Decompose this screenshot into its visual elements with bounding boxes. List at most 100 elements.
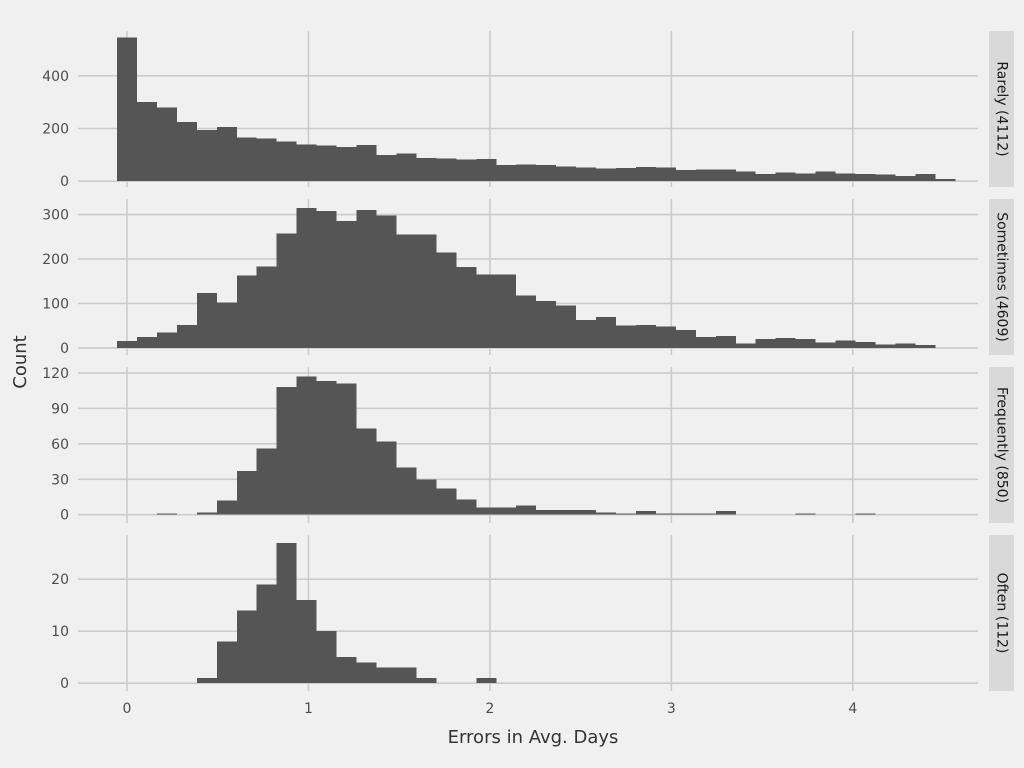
- histogram-bar: [216, 302, 237, 348]
- histogram-bar: [456, 499, 477, 515]
- histogram-bar: [556, 166, 577, 182]
- histogram-bar: [256, 448, 277, 515]
- histogram-bar: [176, 121, 197, 182]
- y-tick-label: 10: [51, 624, 69, 640]
- histogram-bar: [356, 428, 377, 515]
- histogram-bar: [715, 511, 736, 515]
- histogram-bar: [496, 507, 517, 515]
- histogram-bar: [616, 325, 636, 348]
- histogram-bar: [815, 171, 836, 182]
- histogram-bar: [635, 167, 656, 182]
- histogram-bar: [216, 500, 237, 515]
- histogram-bar: [256, 584, 277, 684]
- histogram-bar: [336, 146, 357, 182]
- histogram-bar: [775, 338, 796, 348]
- histogram-bar: [536, 164, 557, 182]
- histogram-bar: [117, 37, 137, 182]
- histogram-bar: [675, 170, 696, 182]
- histogram-bar: [356, 210, 377, 348]
- facet-strip: [989, 31, 1014, 187]
- histogram-bar: [476, 507, 497, 515]
- histogram-bar: [635, 324, 656, 348]
- histogram-bar: [795, 339, 816, 348]
- histogram-bar: [296, 376, 317, 515]
- histogram-bar: [695, 336, 716, 348]
- histogram-bar: [556, 305, 577, 348]
- histogram-bar: [236, 137, 257, 182]
- histogram-bar: [216, 641, 237, 684]
- histogram-bar: [516, 295, 537, 348]
- histogram-bar: [795, 173, 816, 182]
- histogram-bar: [516, 164, 537, 182]
- histogram-bar: [516, 505, 537, 515]
- facet-strip-label: Frequently (850): [994, 387, 1010, 503]
- histogram-bar: [915, 344, 936, 348]
- histogram-bar: [316, 145, 337, 182]
- histogram-bar: [236, 471, 257, 515]
- histogram-bar: [156, 513, 177, 515]
- histogram-bar: [875, 344, 896, 348]
- histogram-bar: [775, 172, 796, 182]
- histogram-bar: [296, 600, 317, 684]
- histogram-bar: [755, 174, 776, 182]
- histogram-bar: [276, 233, 297, 348]
- x-tick-label: 2: [485, 701, 494, 717]
- y-tick-label: 400: [42, 69, 69, 85]
- y-tick-label: 200: [42, 122, 69, 138]
- histogram-bar: [655, 167, 676, 182]
- histogram-bar: [576, 510, 597, 515]
- histogram-bar: [655, 513, 676, 515]
- histogram-bar: [376, 667, 397, 684]
- y-tick-label: 20: [51, 572, 69, 588]
- histogram-bar: [436, 252, 457, 348]
- histogram-bar: [855, 174, 876, 182]
- histogram-bar: [376, 154, 397, 182]
- histogram-bar: [675, 513, 696, 515]
- y-tick-label: 0: [60, 174, 69, 190]
- histogram-bar: [855, 513, 876, 515]
- facet-panel: 0 30 60 90 120 Frequently (850): [42, 366, 1014, 524]
- facet-panel: 0 10 20 Often (112): [51, 535, 1014, 692]
- histogram-bar: [356, 662, 377, 684]
- histogram-bar: [616, 168, 636, 182]
- histogram-bar: [476, 678, 497, 684]
- histogram-bar: [196, 678, 217, 684]
- histogram-bar: [396, 234, 417, 348]
- y-tick-label: 90: [51, 401, 69, 417]
- histogram-bar: [396, 153, 417, 182]
- histogram-bar: [436, 158, 457, 182]
- histogram-bar: [695, 169, 716, 182]
- histogram-bar: [456, 159, 477, 182]
- histogram-bar: [835, 173, 856, 182]
- histogram-bar: [276, 387, 297, 515]
- histogram-bar: [596, 316, 616, 348]
- facet-strip: [989, 199, 1014, 355]
- facet-panel: 0 100 200 300 Sometimes (4609): [42, 199, 1014, 357]
- x-tick-label: 4: [848, 701, 857, 717]
- histogram-bar: [915, 173, 936, 182]
- histogram-bar: [895, 343, 916, 348]
- histogram-bar: [216, 127, 237, 182]
- histogram-bar: [576, 167, 597, 182]
- histogram-bar: [416, 678, 437, 684]
- histogram-bar: [935, 179, 956, 182]
- histogram-bar: [616, 513, 636, 515]
- histogram-bar: [735, 343, 756, 348]
- x-axis-title: Errors in Avg. Days: [448, 727, 619, 748]
- histogram-bar: [416, 158, 437, 182]
- histogram-bar: [196, 293, 217, 348]
- histogram-bar: [196, 512, 217, 515]
- histogram-bar: [556, 510, 577, 515]
- histogram-bar: [316, 631, 337, 684]
- y-tick-label: 200: [42, 252, 69, 268]
- histogram-bar: [336, 657, 357, 684]
- histogram-bar: [336, 221, 357, 348]
- histogram-bar: [316, 381, 337, 515]
- histogram-bar: [715, 169, 736, 182]
- histogram-bar: [376, 215, 397, 348]
- histogram-bar: [835, 340, 856, 348]
- histogram-bar: [356, 145, 377, 182]
- histogram-bar: [376, 441, 397, 515]
- y-tick-label: 100: [42, 296, 69, 312]
